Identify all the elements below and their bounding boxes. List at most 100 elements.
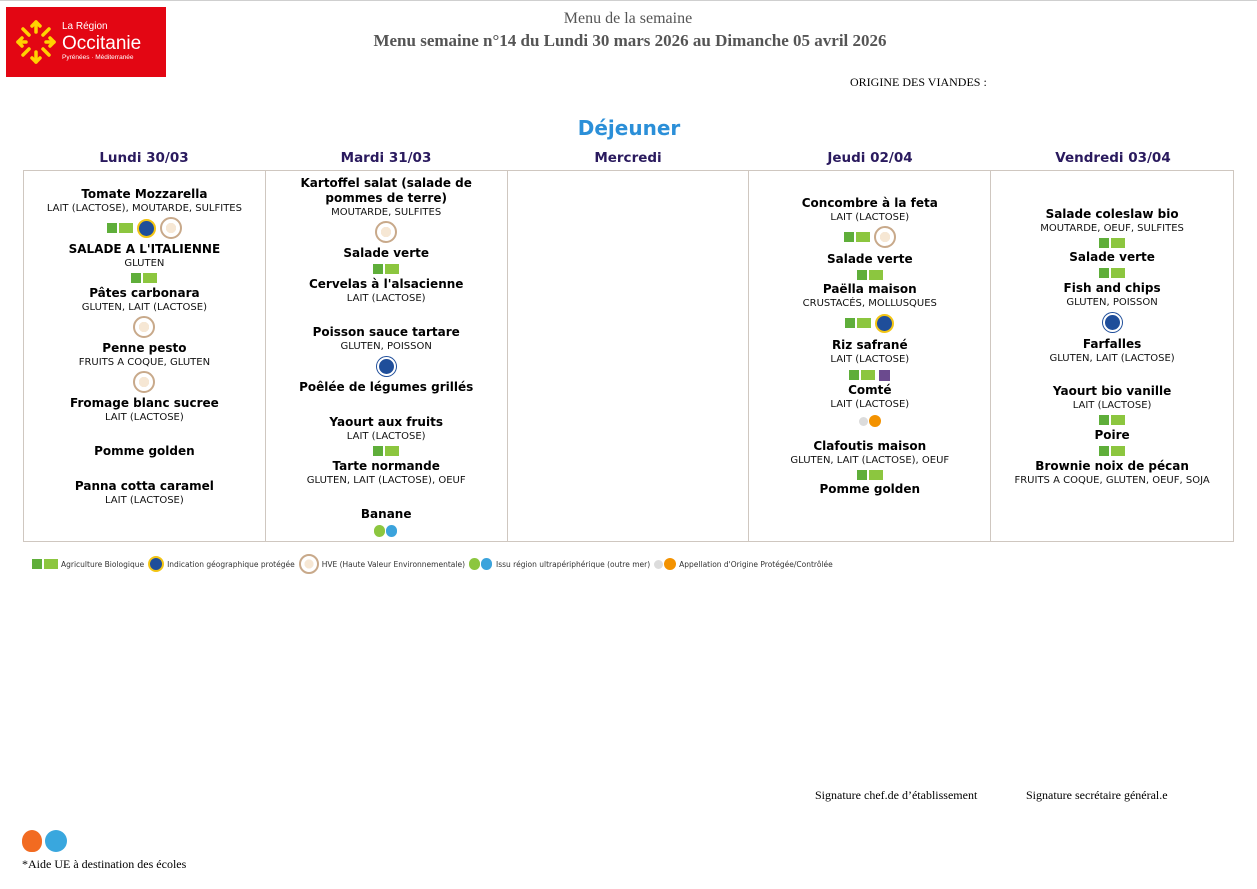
logo-line-2: Occitanie [62, 33, 142, 55]
dish-allergens: FRUITS A COQUE, GLUTEN, OEUF, SOJA [1014, 475, 1210, 486]
ab-icon [131, 273, 158, 283]
label-badges [266, 445, 507, 457]
legend-item-hve: HVE (Haute Valeur Environnementale) [298, 554, 465, 574]
label-badges [276, 221, 497, 243]
logo-text: La Région Occitanie Pyrénées · Méditerra… [62, 22, 141, 62]
logo-line-1: La Région [62, 21, 108, 33]
ab-icon [1099, 238, 1126, 248]
dish-name: Clafoutis maison [813, 439, 927, 453]
dish-allergens: GLUTEN, LAIT (LACTOSE) [81, 302, 207, 313]
menu-item: Tomate Mozzarella LAIT (LACTOSE), MOUTAR… [24, 187, 265, 239]
dish-name: Fromage blanc sucree [70, 396, 219, 410]
dish-name: Brownie noix de pécan [1035, 459, 1189, 473]
menu-item: Pomme golden [24, 444, 265, 459]
label-badges [991, 414, 1233, 426]
region-logo: La Région Occitanie Pyrénées · Méditerra… [6, 7, 166, 77]
ab-icon [373, 446, 400, 456]
signature-chef: Signature chef.de d’établissement [815, 788, 978, 802]
igp-icon [875, 313, 895, 333]
msc-icon [376, 356, 396, 376]
ab-icon [849, 370, 876, 380]
menu-item: Banane [266, 507, 507, 538]
day-header-lundi: Lundi 30/03 [99, 150, 189, 166]
menu-item: Poisson sauce tartare GLUTEN, POISSON [266, 325, 507, 377]
footnote: *Aide UE à destination des écoles [22, 857, 187, 871]
menu-item: Salade verte [749, 252, 990, 281]
dish-allergens: LAIT (LACTOSE) [830, 354, 910, 365]
menu-item: Poire [991, 428, 1233, 457]
label-rouge-icon [879, 369, 891, 381]
hve-icon [133, 316, 156, 338]
dish-name: Salade verte [826, 252, 913, 266]
legend-item-aop: Appellation d'Origine Protégée/Contrôlée [654, 558, 833, 570]
label-badges [266, 524, 507, 538]
meat-origin-label: ORIGINE DES VIANDES : [850, 75, 987, 89]
dish-name: Tomate Mozzarella [81, 187, 208, 201]
dish-name: Salade verte [1069, 250, 1155, 264]
rup-icon [374, 525, 398, 537]
label-badges [991, 445, 1233, 457]
document-title: Menu de la semaine [563, 10, 693, 27]
menu-item: Fish and chips GLUTEN, POISSON [991, 281, 1233, 333]
dish-name: Pomme golden [94, 444, 195, 458]
dish-allergens: GLUTEN, POISSON [340, 341, 432, 352]
dish-name: Pomme golden [819, 482, 921, 496]
dish-name: Poire [1094, 428, 1130, 442]
label-badges [266, 355, 507, 377]
ab-icon [856, 270, 883, 280]
dish-name: Salade verte [343, 246, 429, 260]
ab-icon [845, 318, 872, 328]
eu-school-scheme-logos [22, 830, 67, 852]
legend-item-ab: Agriculture Biologique [32, 559, 144, 569]
dish-allergens: GLUTEN [124, 258, 165, 269]
dish-allergens: LAIT (LACTOSE), MOUTARDE, SULFITES [46, 203, 242, 214]
msc-icon [1102, 312, 1122, 332]
menu-item: Yaourt aux fruits LAIT (LACTOSE) [266, 415, 507, 457]
top-rule [0, 0, 1257, 1]
dish-allergens: MOUTARDE, SULFITES [331, 207, 442, 218]
label-badges [749, 269, 990, 281]
menu-item: Fromage blanc sucree LAIT (LACTOSE) [24, 396, 265, 424]
occitan-cross-icon [16, 20, 56, 64]
logo-line-3: Pyrénées · Méditerranée [62, 54, 134, 62]
menu-item: Kartoffel salat (salade de pommes de ter… [266, 176, 507, 243]
label-badges [991, 267, 1233, 279]
aop-icon [858, 415, 881, 427]
dish-name: Poisson sauce tartare [312, 325, 460, 339]
menu-item: Brownie noix de pécan FRUITS A COQUE, GL… [991, 459, 1233, 487]
dish-name: Farfalles [1082, 337, 1142, 351]
dish-name: Yaourt bio vanille [1052, 384, 1172, 398]
dish-name: Panna cotta caramel [74, 479, 214, 493]
dish-name: Concombre à la feta [801, 196, 938, 210]
menu-item: Comté LAIT (LACTOSE) [749, 383, 990, 429]
meal-title: Déjeuner [577, 116, 681, 140]
menu-item: Paëlla maison CRUSTACÉS, MOLLUSQUES [749, 282, 990, 334]
dish-name: Comté [848, 383, 892, 397]
menu-item: SALADE A L'ITALIENNE GLUTEN [24, 242, 265, 284]
dish-allergens: MOUTARDE, OEUF, SULFITES [1040, 223, 1184, 234]
dish-name: Poêlée de légumes grillés [299, 380, 474, 394]
label-badges [749, 368, 990, 382]
label-badges [24, 272, 265, 284]
label-badges [266, 263, 507, 275]
ab-icon [1099, 415, 1126, 425]
label-badges [24, 316, 265, 338]
legend-label: Appellation d'Origine Protégée/Contrôlée [679, 559, 833, 569]
day-header-jeudi: Jeudi 02/04 [827, 150, 913, 166]
legend-label: Indication géographique protégée [167, 559, 295, 569]
aop-icon [654, 558, 677, 570]
day-header-mercredi: Mercredi [594, 150, 662, 166]
label-badges [24, 371, 265, 393]
menu-item: Panna cotta caramel LAIT (LACTOSE) [24, 479, 265, 507]
ab-icon [843, 232, 870, 242]
dish-name: Tarte normande [332, 459, 440, 473]
label-badges [24, 217, 265, 239]
legend: Agriculture Biologique Indication géogra… [32, 554, 837, 574]
signature-secretaire: Signature secrétaire général.e [1026, 788, 1168, 802]
menu-item: Yaourt bio vanille LAIT (LACTOSE) [991, 384, 1233, 426]
menu-item: Farfalles GLUTEN, LAIT (LACTOSE) [991, 337, 1233, 365]
dish-allergens: LAIT (LACTOSE) [1072, 400, 1152, 411]
hve-icon [298, 554, 319, 574]
menu-item: Concombre à la feta LAIT (LACTOSE) [749, 196, 990, 248]
label-badges [749, 469, 990, 481]
